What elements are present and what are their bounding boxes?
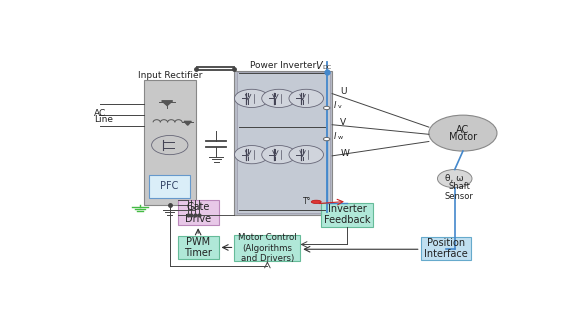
- Bar: [237, 72, 330, 213]
- Text: Inverter
Feedback: Inverter Feedback: [323, 204, 370, 225]
- Circle shape: [289, 89, 323, 108]
- Text: Line: Line: [94, 115, 113, 124]
- Text: U: U: [340, 87, 347, 96]
- Bar: [234, 71, 332, 215]
- Text: Shaft
Sensor: Shaft Sensor: [445, 182, 473, 202]
- Text: Power Inverter: Power Inverter: [250, 61, 316, 70]
- Text: Gate
Drive: Gate Drive: [185, 202, 211, 224]
- Circle shape: [234, 146, 269, 164]
- Text: V: V: [315, 61, 322, 71]
- Text: W: W: [340, 149, 349, 158]
- Bar: [144, 81, 196, 205]
- Bar: [234, 235, 300, 261]
- Bar: [178, 236, 219, 259]
- Bar: [149, 175, 189, 198]
- Circle shape: [262, 146, 297, 164]
- Circle shape: [262, 89, 297, 108]
- Circle shape: [289, 146, 323, 164]
- Text: Input Rectifier: Input Rectifier: [138, 71, 202, 80]
- Circle shape: [429, 115, 497, 151]
- Text: θ, ω: θ, ω: [445, 174, 464, 183]
- Text: I: I: [333, 132, 336, 141]
- Text: PFC: PFC: [160, 181, 178, 191]
- Polygon shape: [184, 121, 191, 125]
- Text: Position
Interface: Position Interface: [424, 238, 468, 259]
- Text: PWM
Timer: PWM Timer: [184, 237, 212, 258]
- Text: V: V: [340, 118, 346, 127]
- Polygon shape: [162, 101, 173, 105]
- Text: I: I: [333, 100, 336, 109]
- Ellipse shape: [311, 200, 321, 203]
- Circle shape: [323, 106, 330, 110]
- Bar: [321, 202, 373, 226]
- Text: T°: T°: [302, 197, 311, 206]
- Bar: [421, 237, 471, 260]
- Circle shape: [234, 89, 269, 108]
- Text: Motor: Motor: [449, 132, 477, 142]
- Text: v: v: [338, 104, 342, 109]
- Text: AC: AC: [94, 109, 106, 118]
- Text: AC: AC: [456, 124, 469, 135]
- Text: w: w: [338, 135, 343, 140]
- Circle shape: [152, 136, 188, 155]
- Text: DC: DC: [322, 65, 331, 70]
- Bar: [178, 200, 219, 225]
- Circle shape: [438, 169, 472, 188]
- Circle shape: [323, 137, 330, 141]
- Text: Motor Control
(Algorithms
and Drivers): Motor Control (Algorithms and Drivers): [238, 233, 297, 263]
